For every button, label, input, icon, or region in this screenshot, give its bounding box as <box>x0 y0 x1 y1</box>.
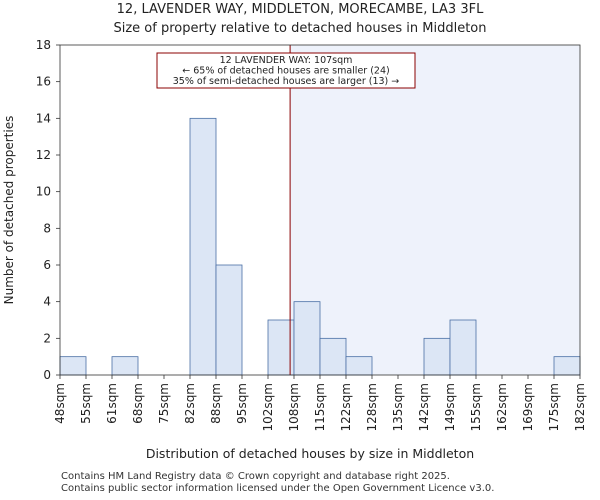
x-tick-label: 155sqm <box>469 383 483 431</box>
y-tick-label: 16 <box>36 75 51 89</box>
chart-title: 12, LAVENDER WAY, MIDDLETON, MORECAMBE, … <box>116 2 484 17</box>
x-tick-label: 115sqm <box>313 383 327 431</box>
y-tick-label: 4 <box>43 295 51 309</box>
x-tick-label: 82sqm <box>183 383 197 424</box>
y-tick-label: 8 <box>43 221 51 235</box>
x-tick-label: 169sqm <box>521 383 535 431</box>
chart-title-block: 12, LAVENDER WAY, MIDDLETON, MORECAMBE, … <box>0 0 600 38</box>
x-tick-label: 108sqm <box>287 383 301 431</box>
footer-line-1: Contains HM Land Registry data © Crown c… <box>61 471 450 482</box>
x-tick-label: 122sqm <box>339 383 353 431</box>
bar-142sqm <box>423 337 451 376</box>
bar-88sqm <box>215 264 243 376</box>
y-tick-label: 14 <box>36 111 51 125</box>
x-tick-label: 95sqm <box>235 383 249 424</box>
x-tick-label: 128sqm <box>365 383 379 431</box>
bar-82sqm <box>189 117 217 376</box>
y-tick-label: 12 <box>36 148 51 162</box>
bar-149sqm <box>449 319 477 376</box>
x-tick-label: 48sqm <box>53 383 67 424</box>
bar-108sqm <box>293 301 321 376</box>
footer-line-2: Contains public sector information licen… <box>61 483 495 494</box>
annotation-box <box>156 52 416 89</box>
x-tick-label: 75sqm <box>157 383 171 424</box>
footer: Contains HM Land Registry data © Crown c… <box>61 471 494 495</box>
y-tick-label: 18 <box>36 38 51 52</box>
x-tick-label: 88sqm <box>209 383 223 424</box>
x-tick-label: 102sqm <box>261 383 275 431</box>
x-tick-label: 135sqm <box>391 383 405 431</box>
annotation-line-3: 35% of semi-detached houses are larger (… <box>173 76 400 87</box>
x-tick-label: 162sqm <box>495 383 509 431</box>
annotation-line-2: ← 65% of detached houses are smaller (24… <box>182 66 389 77</box>
y-tick-label: 0 <box>43 368 51 382</box>
annotation-line-1: 12 LAVENDER WAY: 107sqm <box>220 55 353 66</box>
bar-115sqm <box>319 337 347 376</box>
x-tick-label: 182sqm <box>573 383 587 431</box>
x-tick-label: 68sqm <box>131 383 145 424</box>
x-tick-label: 142sqm <box>417 383 431 431</box>
bar-175sqm <box>553 356 581 376</box>
bar-48sqm <box>59 356 87 376</box>
y-tick-label: 10 <box>36 185 51 199</box>
highlight-region <box>290 45 580 375</box>
chart-subtitle: Size of property relative to detached ho… <box>113 21 487 36</box>
x-axis-label: Distribution of detached houses by size … <box>146 446 474 461</box>
x-tick-label: 61sqm <box>105 383 119 424</box>
x-tick-label: 175sqm <box>547 383 561 431</box>
marker-annotation: 12 LAVENDER WAY: 107sqm ← 65% of detache… <box>156 52 416 89</box>
y-tick-label: 2 <box>43 331 51 345</box>
y-axis-label: Number of detached properties <box>2 116 16 305</box>
bar-61sqm <box>111 356 139 376</box>
y-tick-label: 6 <box>43 258 51 272</box>
bar-122sqm <box>345 356 373 376</box>
x-tick-label: 149sqm <box>443 383 457 431</box>
x-tick-label: 55sqm <box>79 383 93 424</box>
